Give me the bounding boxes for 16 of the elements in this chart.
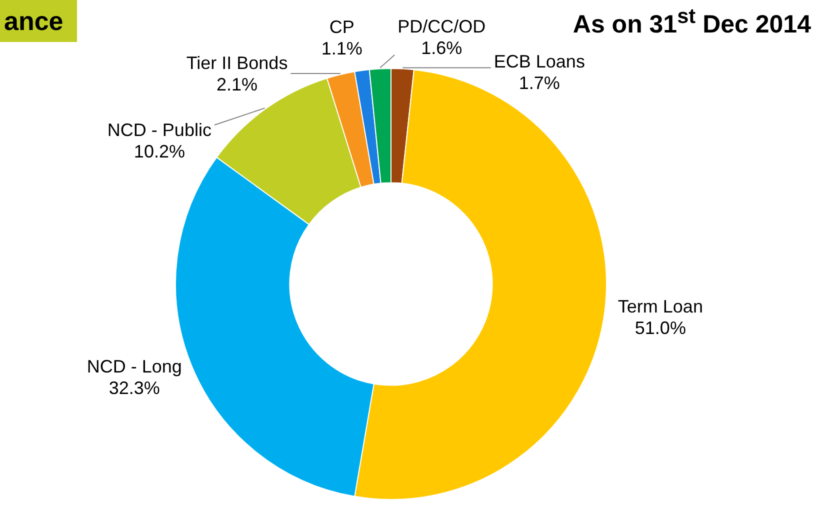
data-label: 10.2% [134,141,185,162]
slice-label: NCD - Public [107,120,212,140]
slice-label: NCD - Long [86,356,182,376]
chart-subtitle: As on 31$^{st}$ Dec 2014 [572,4,811,40]
chart-title: ance [0,0,78,42]
slice-label: PD/CC/OD [398,16,486,36]
slice-label: Term Loan [618,296,703,317]
slice-label: Tier II Bonds [186,53,288,74]
data-label: 1.7% [518,73,560,94]
data-label: 1.6% [421,38,462,58]
data-label: 32.3% [108,378,160,398]
slice-label: ECB Loans [494,52,585,72]
slice-label: CP [329,16,354,37]
data-label: 1.1% [321,38,362,58]
data-label: 51.0% [634,318,686,338]
data-label: 2.1% [216,74,258,95]
